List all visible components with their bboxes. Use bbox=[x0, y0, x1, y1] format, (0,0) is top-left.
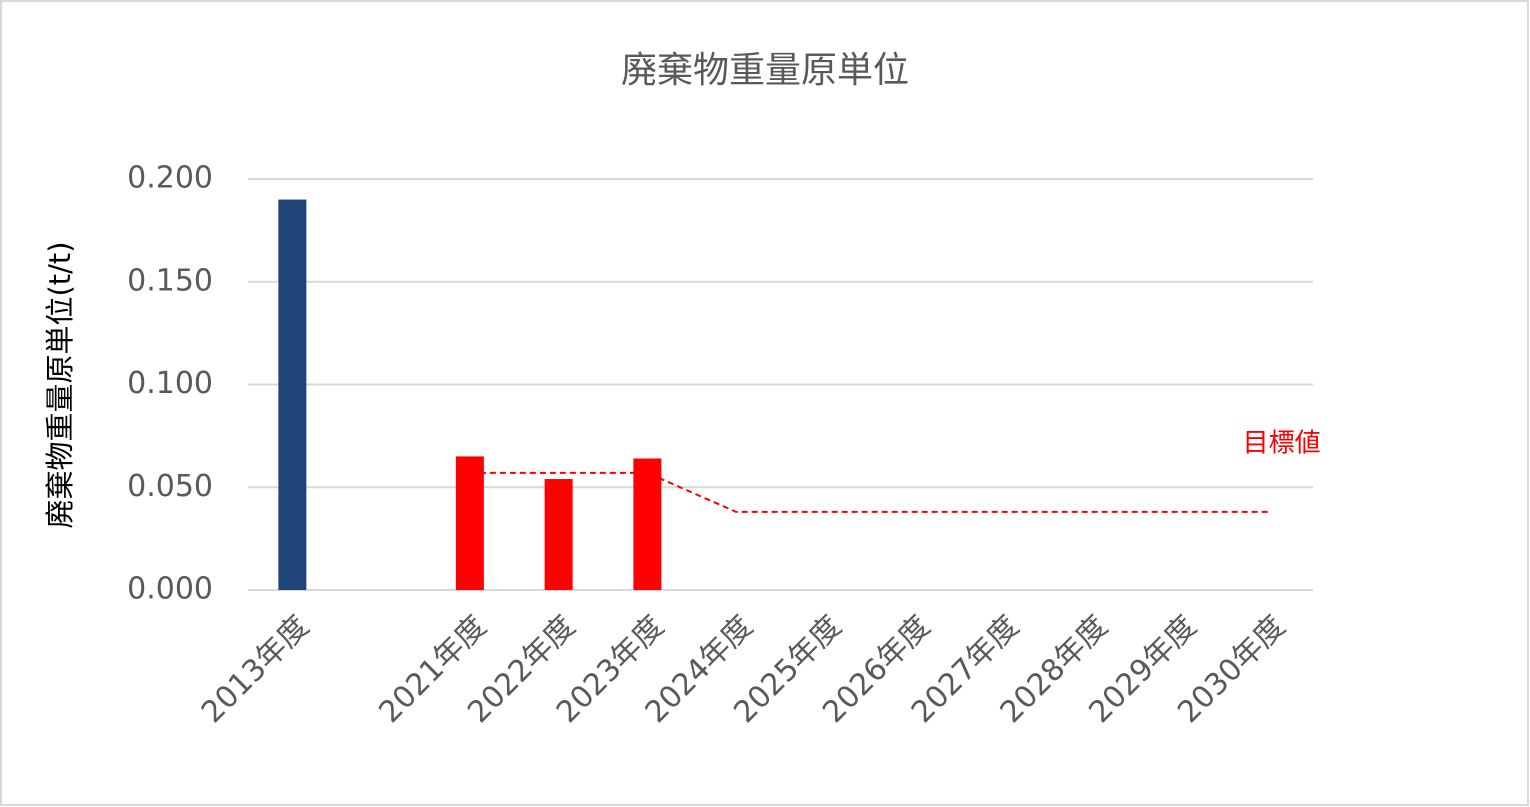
bar bbox=[455, 456, 484, 590]
y-axis-title: 廃棄物重量原単位(t/t) bbox=[43, 241, 77, 528]
target-line bbox=[469, 471, 1269, 513]
bar bbox=[633, 458, 662, 590]
y-tick-label: 0.150 bbox=[127, 263, 213, 298]
y-tick-label: 0.000 bbox=[127, 572, 213, 607]
bar bbox=[544, 479, 573, 590]
chart-title: 廃棄物重量原単位 bbox=[621, 50, 909, 91]
y-tick-label: 0.100 bbox=[127, 366, 213, 401]
y-tick-label: 0.200 bbox=[127, 161, 213, 196]
target-label: 目標値 bbox=[1243, 428, 1321, 458]
bar bbox=[278, 199, 307, 591]
y-tick-label: 0.050 bbox=[127, 469, 213, 504]
